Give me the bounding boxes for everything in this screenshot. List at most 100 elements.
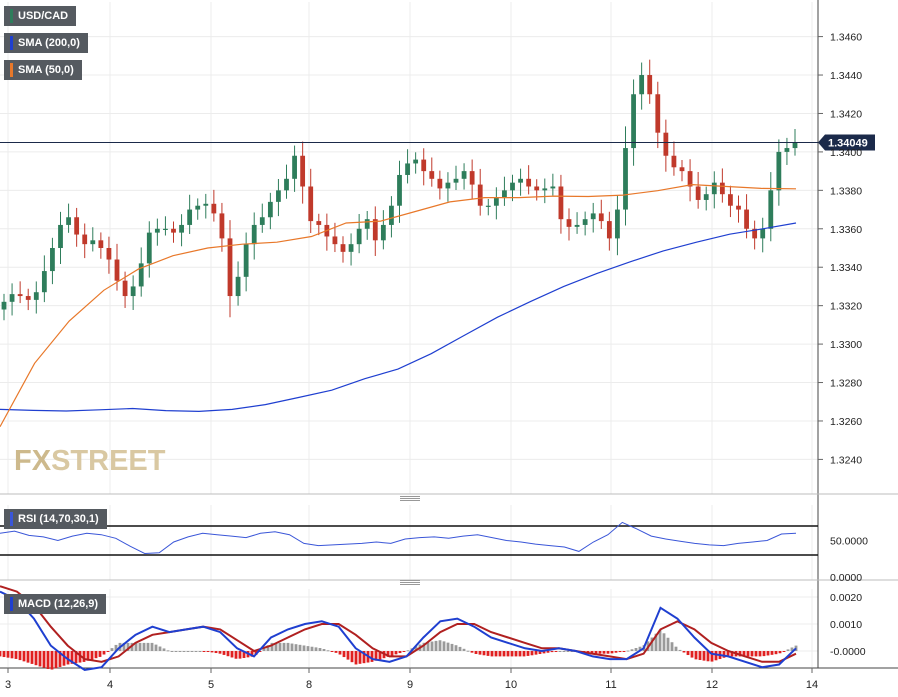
candle-body: [58, 224, 63, 248]
macd-histogram-bar: [498, 651, 502, 657]
legend-symbol-label: USD/CAD: [18, 10, 69, 22]
macd-histogram-bar: [358, 651, 362, 664]
candle-body: [639, 75, 645, 95]
macd-histogram-bar: [42, 651, 46, 668]
candle-body: [719, 182, 725, 195]
macd-histogram-bar: [46, 651, 50, 670]
candle-body: [534, 186, 540, 191]
watermark-street: STREET: [51, 445, 166, 477]
macd-histogram-bar: [762, 651, 766, 657]
macd-histogram-bar: [414, 646, 418, 651]
macd-histogram-bar: [110, 648, 114, 651]
macd-histogram-bar: [674, 646, 678, 651]
macd-histogram-bar: [522, 651, 526, 657]
legend-sma200[interactable]: SMA (200,0): [4, 33, 88, 53]
x-tick-label: 4: [107, 679, 113, 691]
macd-histogram-bar: [62, 651, 66, 666]
candle-body: [453, 178, 459, 183]
macd-histogram-bar: [194, 651, 198, 652]
candle-body: [566, 219, 572, 227]
macd-histogram-bar: [506, 651, 510, 657]
macd-histogram-bar: [422, 642, 426, 651]
macd-histogram-bar: [290, 643, 294, 651]
macd-histogram-bar: [778, 651, 782, 654]
macd-histogram-bar: [122, 642, 126, 651]
macd-histogram-bar: [426, 642, 430, 651]
macd-histogram-bar: [18, 651, 22, 661]
macd-histogram-bar: [502, 651, 506, 657]
macd-histogram-bar: [650, 637, 654, 651]
candle-body: [82, 234, 88, 245]
legend-macd[interactable]: MACD (12,26,9): [4, 594, 107, 614]
macd-histogram-bar: [530, 651, 534, 656]
macd-histogram-bar: [302, 645, 306, 651]
sma50-swatch: [10, 63, 13, 77]
macd-histogram-bar: [90, 651, 94, 660]
legend-sma50-label: SMA (50,0): [18, 64, 74, 76]
macd-histogram-bar: [78, 651, 82, 663]
candle-body: [300, 155, 306, 187]
macd-histogram-bar: [566, 651, 570, 652]
macd-histogram-bar: [102, 651, 106, 655]
candle-body: [695, 186, 701, 200]
macd-histogram-bar: [198, 651, 202, 652]
rsi-swatch: [10, 512, 13, 526]
candle-body: [227, 238, 233, 297]
macd-histogram-bar: [454, 645, 458, 651]
macd-histogram-bar: [558, 651, 562, 652]
candle-body: [316, 221, 322, 225]
pane-resize-handle-macd[interactable]: [400, 580, 420, 585]
candle-body: [364, 219, 370, 229]
macd-histogram-bar: [334, 651, 338, 653]
macd-histogram-bar: [482, 651, 486, 656]
macd-histogram-bar: [402, 651, 406, 652]
candle-body: [445, 182, 451, 189]
macd-histogram-bar: [154, 644, 158, 651]
macd-histogram-bar: [314, 647, 318, 651]
macd-histogram-bar: [310, 646, 314, 651]
macd-histogram-bar: [398, 651, 402, 654]
macd-histogram-bar: [550, 651, 554, 653]
pane-resize-handle-rsi[interactable]: [400, 496, 420, 501]
candle-body: [9, 294, 15, 302]
candle-body: [461, 171, 467, 179]
macd-histogram-bar: [682, 651, 686, 653]
legend-rsi[interactable]: RSI (14,70,30,1): [4, 509, 107, 529]
macd-histogram-bar: [222, 651, 226, 655]
macd-histogram-bar: [10, 651, 14, 659]
macd-tick-label: 0.0010: [830, 619, 862, 631]
candle-body: [340, 244, 346, 252]
macd-histogram-bar: [590, 651, 594, 654]
macd-histogram-bar: [770, 651, 774, 655]
macd-histogram-bar: [442, 641, 446, 651]
macd-histogram-bar: [766, 651, 770, 656]
legend-sma200-label: SMA (200,0): [18, 37, 80, 49]
legend-symbol[interactable]: USD/CAD: [4, 6, 77, 26]
macd-histogram-bar: [774, 651, 778, 655]
candle-body: [558, 186, 564, 220]
candle-body: [380, 224, 386, 241]
symbol-swatch: [10, 9, 13, 23]
macd-histogram-bar: [82, 651, 86, 662]
macd-histogram-bar: [726, 651, 730, 657]
candle-body: [485, 205, 491, 207]
macd-histogram-bar: [790, 647, 794, 651]
candle-body: [518, 178, 523, 183]
candle-body: [679, 167, 685, 172]
macd-histogram-bar: [66, 651, 70, 665]
macd-histogram-bar: [662, 633, 666, 651]
candle-body: [235, 276, 241, 297]
macd-histogram-bar: [546, 651, 550, 653]
macd-histogram-bar: [614, 651, 618, 653]
macd-histogram-bar: [466, 650, 470, 652]
macd-histogram-bar: [286, 642, 290, 651]
candle-body: [356, 228, 362, 245]
candle-body: [590, 213, 596, 220]
macd-histogram-bar: [462, 648, 466, 651]
macd-histogram-bar: [242, 651, 246, 659]
macd-histogram-bar: [26, 651, 30, 663]
macd-histogram-bar: [350, 651, 354, 663]
macd-histogram-bar: [618, 651, 622, 653]
candle-body: [477, 184, 483, 206]
legend-sma50[interactable]: SMA (50,0): [4, 60, 82, 80]
